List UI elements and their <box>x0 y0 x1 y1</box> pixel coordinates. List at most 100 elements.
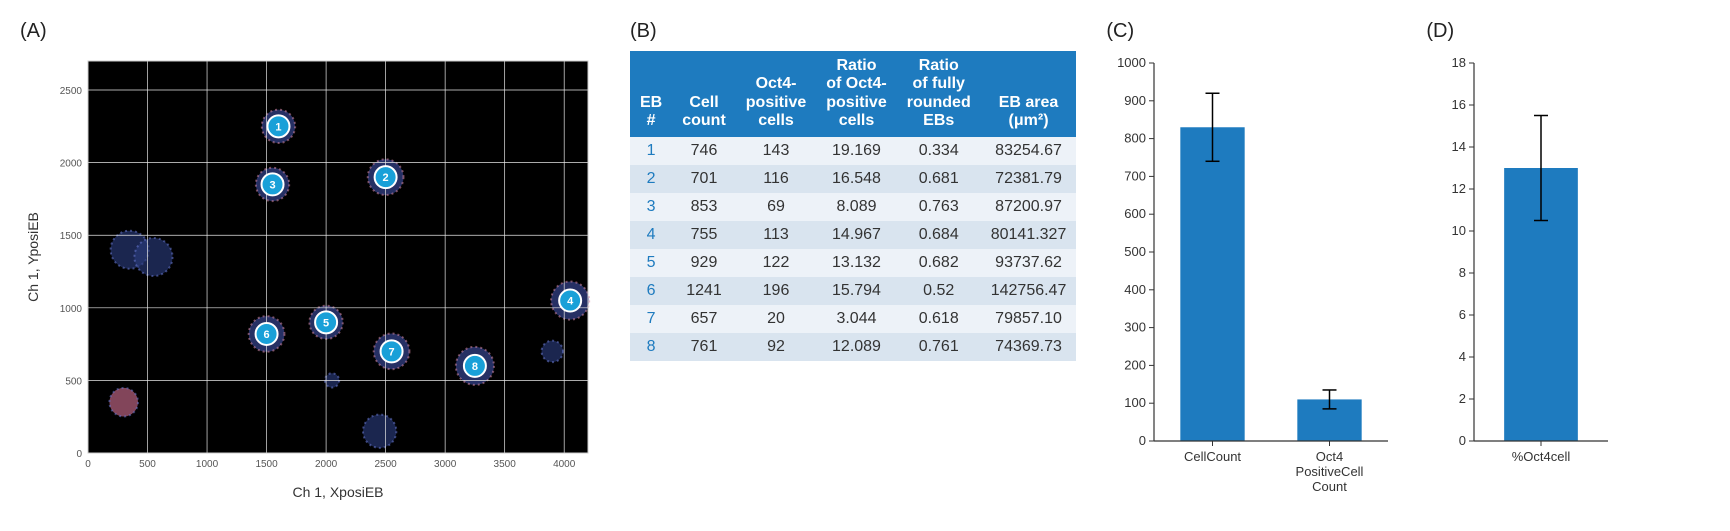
table-cell: 79857.10 <box>981 305 1077 333</box>
table-cell: 853 <box>672 193 736 221</box>
table-cell: 6 <box>630 277 672 305</box>
table-cell: 1241 <box>672 277 736 305</box>
table-cell: 15.794 <box>816 277 896 305</box>
svg-text:1500: 1500 <box>255 459 278 470</box>
svg-text:7: 7 <box>389 346 395 358</box>
svg-text:5: 5 <box>323 317 329 329</box>
svg-text:900: 900 <box>1125 93 1147 108</box>
table-cell: 122 <box>736 249 816 277</box>
svg-text:2: 2 <box>1459 391 1466 406</box>
svg-text:0: 0 <box>85 459 91 470</box>
svg-text:600: 600 <box>1125 206 1147 221</box>
table-cell: 0.334 <box>897 137 981 165</box>
svg-text:6: 6 <box>264 329 270 341</box>
table-cell: 746 <box>672 137 736 165</box>
table-cell: 142756.47 <box>981 277 1077 305</box>
table-cell: 19.169 <box>816 137 896 165</box>
svg-text:CellCount: CellCount <box>1184 449 1241 464</box>
svg-text:0: 0 <box>1139 433 1146 448</box>
table-cell: 116 <box>736 165 816 193</box>
svg-text:18: 18 <box>1452 55 1466 70</box>
table-cell: 761 <box>672 333 736 361</box>
table-cell: 929 <box>672 249 736 277</box>
table-row: 3853698.0890.76387200.97 <box>630 193 1076 221</box>
svg-text:4: 4 <box>1459 349 1466 364</box>
table-header: Cellcount <box>672 51 736 137</box>
table-cell: 701 <box>672 165 736 193</box>
svg-text:1000: 1000 <box>196 459 219 470</box>
table-cell: 143 <box>736 137 816 165</box>
table-cell: 13.132 <box>816 249 896 277</box>
svg-text:500: 500 <box>139 459 156 470</box>
svg-text:Count: Count <box>1313 479 1348 494</box>
svg-text:500: 500 <box>1125 244 1147 259</box>
panel-b-label: (B) <box>630 20 1076 43</box>
svg-text:Ch 1, XposiEB: Ch 1, XposiEB <box>292 484 383 500</box>
table-cell: 12.089 <box>816 333 896 361</box>
table-cell: 69 <box>736 193 816 221</box>
table-row: 7657203.0440.61879857.10 <box>630 305 1076 333</box>
svg-text:1500: 1500 <box>60 231 83 242</box>
table-header: Ratioof fullyroundedEBs <box>897 51 981 137</box>
figure-row: (A) 123456780500100015002000250030003500… <box>20 20 1710 511</box>
table-row: 592912213.1320.68293737.62 <box>630 249 1076 277</box>
panel-d-chart: 024681012141618%Oct4cell <box>1426 51 1616 511</box>
table-row: 475511314.9670.68480141.327 <box>630 221 1076 249</box>
svg-text:3000: 3000 <box>434 459 457 470</box>
table-cell: 2 <box>630 165 672 193</box>
table-cell: 0.618 <box>897 305 981 333</box>
table-cell: 83254.67 <box>981 137 1077 165</box>
svg-text:800: 800 <box>1125 131 1147 146</box>
panel-c-chart: 0 100 200 300 400 500 600 700 800 900 1000 CellCoun… <box>1106 51 1396 511</box>
svg-text:PositiveCell: PositiveCell <box>1296 464 1364 479</box>
svg-text:0: 0 <box>76 449 82 460</box>
svg-text:1000: 1000 <box>1117 55 1146 70</box>
table-header: Ratioof Oct4-positivecells <box>816 51 896 137</box>
table-cell: 92 <box>736 333 816 361</box>
svg-text:2000: 2000 <box>60 159 83 170</box>
table-cell: 113 <box>736 221 816 249</box>
svg-text:6: 6 <box>1459 307 1466 322</box>
panel-d-label: (D) <box>1426 20 1616 43</box>
svg-text:400: 400 <box>1125 282 1147 297</box>
table-cell: 657 <box>672 305 736 333</box>
table-header: EB# <box>630 51 672 137</box>
panel-a: (A) 123456780500100015002000250030003500… <box>20 20 600 511</box>
svg-text:700: 700 <box>1125 168 1147 183</box>
table-cell: 1 <box>630 137 672 165</box>
table-cell: 3.044 <box>816 305 896 333</box>
panel-d: (D) 024681012141618%Oct4cell <box>1426 20 1616 511</box>
table-cell: 0.684 <box>897 221 981 249</box>
svg-text:4000: 4000 <box>553 459 576 470</box>
table-row: 6124119615.7940.52142756.47 <box>630 277 1076 305</box>
panel-c: (C) 01002003004005006007008009001000Cell… <box>1106 20 1396 511</box>
table-cell: 755 <box>672 221 736 249</box>
table-header: Oct4-positivecells <box>736 51 816 137</box>
svg-text:%Oct4cell: %Oct4cell <box>1512 449 1571 464</box>
svg-text:14: 14 <box>1452 139 1466 154</box>
table-row: 87619212.0890.76174369.73 <box>630 333 1076 361</box>
panel-b: (B) EB#CellcountOct4-positivecellsRatioo… <box>630 20 1076 361</box>
svg-text:4: 4 <box>567 296 574 308</box>
svg-text:100: 100 <box>1125 395 1147 410</box>
table-cell: 16.548 <box>816 165 896 193</box>
table-row: 174614319.1690.33483254.67 <box>630 137 1076 165</box>
table-cell: 20 <box>736 305 816 333</box>
table-cell: 0.52 <box>897 277 981 305</box>
table-cell: 87200.97 <box>981 193 1077 221</box>
table-cell: 80141.327 <box>981 221 1077 249</box>
table-cell: 5 <box>630 249 672 277</box>
table-cell: 196 <box>736 277 816 305</box>
svg-text:200: 200 <box>1125 357 1147 372</box>
table-cell: 8.089 <box>816 193 896 221</box>
table-cell: 7 <box>630 305 672 333</box>
svg-text:1: 1 <box>275 121 281 133</box>
table-cell: 93737.62 <box>981 249 1077 277</box>
svg-text:300: 300 <box>1125 320 1147 335</box>
table-cell: 0.763 <box>897 193 981 221</box>
table-header: EB area(μm²) <box>981 51 1077 137</box>
svg-text:10: 10 <box>1452 223 1466 238</box>
svg-text:8: 8 <box>472 361 478 373</box>
table-cell: 3 <box>630 193 672 221</box>
table-cell: 14.967 <box>816 221 896 249</box>
